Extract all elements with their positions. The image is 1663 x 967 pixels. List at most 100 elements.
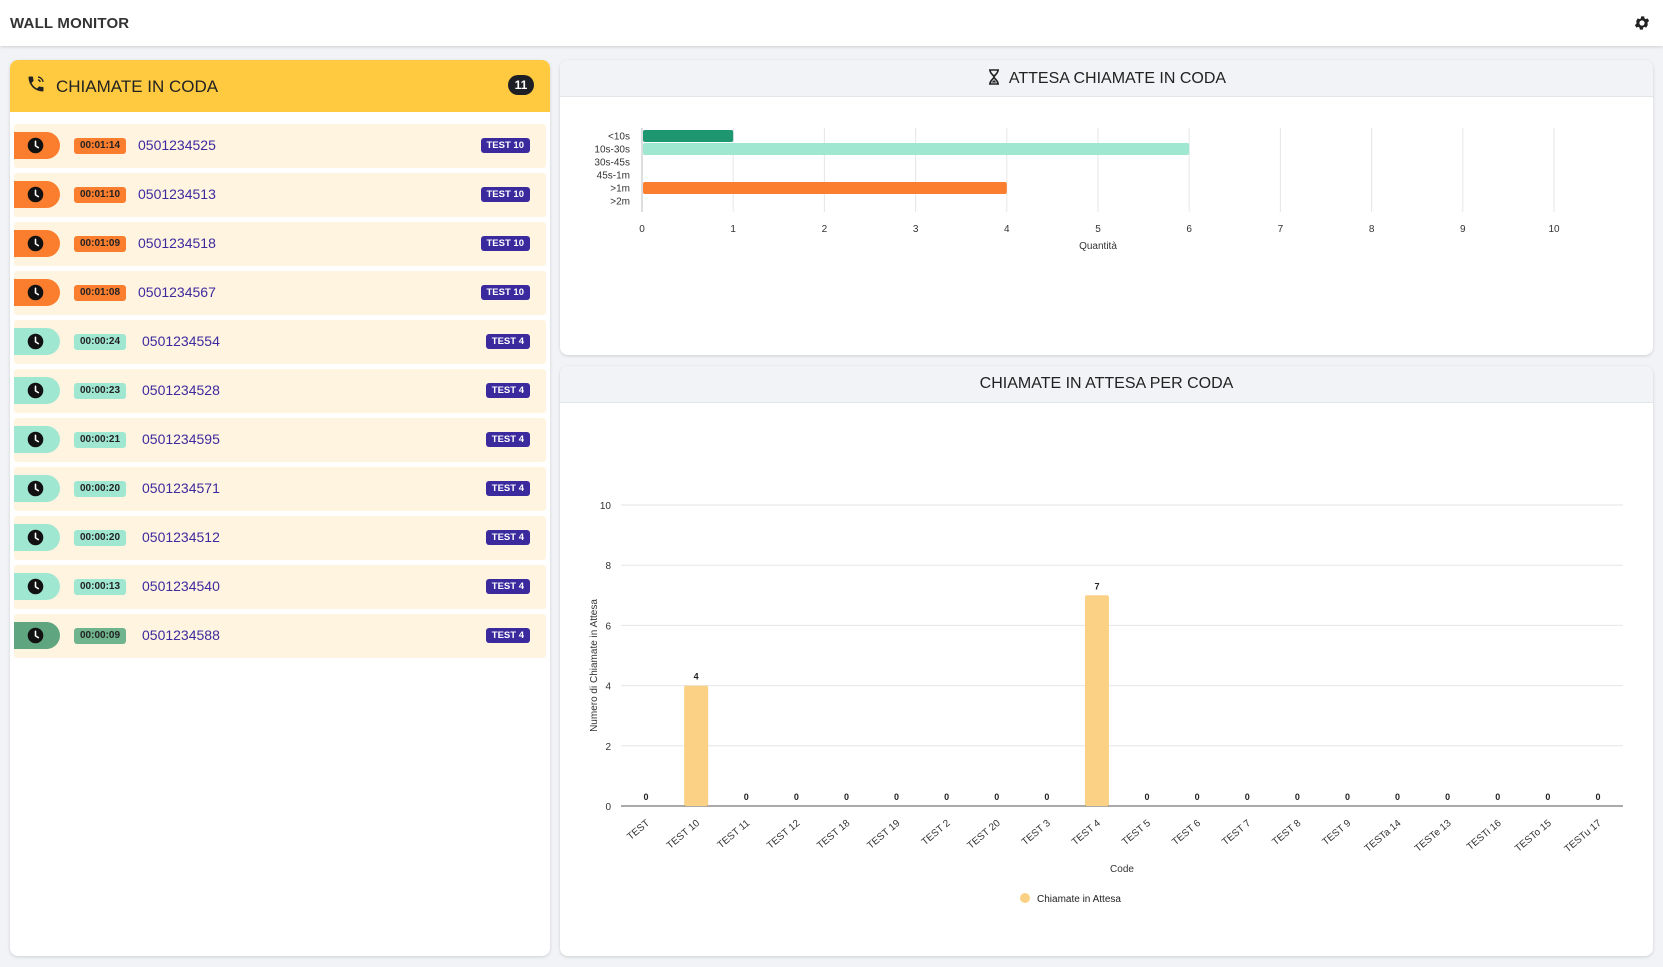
y-tick-label: 6 bbox=[605, 621, 611, 632]
bar-data-label: 0 bbox=[1044, 792, 1049, 802]
hourglass-icon bbox=[988, 69, 999, 85]
bar-data-label: 0 bbox=[1295, 792, 1300, 802]
legend-swatch bbox=[1020, 893, 1030, 903]
bar-data-label: 0 bbox=[744, 792, 749, 802]
x-category-label: TESTo 15 bbox=[1513, 818, 1554, 855]
wait-level-pill bbox=[14, 328, 60, 355]
legend-label[interactable]: Chiamate in Attesa bbox=[1037, 894, 1121, 905]
x-axis-label: Code bbox=[1110, 864, 1134, 875]
wait-level-pill bbox=[14, 132, 60, 159]
y-tick-label: 0 bbox=[605, 802, 611, 813]
x-category-label: TEST 5 bbox=[1120, 818, 1153, 848]
call-row[interactable]: 00:00:21 0501234595 TEST 4 bbox=[14, 418, 546, 462]
clock-icon bbox=[27, 627, 44, 644]
queue-title: CHIAMATE IN CODA bbox=[56, 77, 219, 96]
bar-data-label: 0 bbox=[1345, 792, 1350, 802]
caller-number: 0501234567 bbox=[138, 284, 216, 300]
x-category-label: TEST 7 bbox=[1220, 818, 1253, 848]
calls-per-queue-chart: 0 2 4 6 8 10 Numero di Chiamate in Attesa 0 TEST… bbox=[589, 501, 1623, 905]
bar-data-label: 0 bbox=[1145, 792, 1150, 802]
call-duration: 00:00:21 bbox=[74, 432, 127, 448]
clock-icon bbox=[27, 529, 44, 546]
wait-bar bbox=[643, 182, 1007, 194]
x-tick-label: 5 bbox=[1095, 224, 1101, 235]
queue-header: CHIAMATE IN CODA 11 bbox=[10, 60, 550, 112]
queue-badge: TEST 4 bbox=[485, 530, 530, 545]
gear-icon[interactable] bbox=[1633, 14, 1651, 32]
x-category-label: TESTa 14 bbox=[1363, 818, 1404, 855]
bar-data-label: 0 bbox=[894, 792, 899, 802]
call-row[interactable]: 00:01:10 0501234513 TEST 10 bbox=[14, 173, 546, 217]
x-tick-label: 6 bbox=[1186, 224, 1192, 235]
bar-data-label: 0 bbox=[794, 792, 799, 802]
call-row[interactable]: 00:00:09 0501234588 TEST 4 bbox=[14, 614, 546, 658]
y-category-label: 30s-45s bbox=[594, 158, 630, 169]
caller-number: 0501234540 bbox=[142, 578, 220, 594]
queue-badge: TEST 4 bbox=[485, 432, 530, 447]
bar-data-label: 0 bbox=[994, 792, 999, 802]
y-axis-label: Numero di Chiamate in Attesa bbox=[589, 599, 600, 732]
calls-per-queue-card-header: CHIAMATE IN ATTESA PER CODA bbox=[560, 366, 1653, 403]
call-row[interactable]: 00:00:20 0501234512 TEST 4 bbox=[14, 516, 546, 560]
wait-level-pill bbox=[14, 181, 60, 208]
wait-level-pill bbox=[14, 426, 60, 453]
queue-badge: TEST 10 bbox=[480, 285, 530, 300]
call-row[interactable]: 00:00:23 0501234528 TEST 4 bbox=[14, 369, 546, 413]
bar-data-label: 0 bbox=[1545, 792, 1550, 802]
x-tick-label: 7 bbox=[1278, 224, 1284, 235]
call-duration: 00:01:10 bbox=[74, 187, 127, 203]
call-duration: 00:01:08 bbox=[74, 285, 127, 301]
y-category-label: 10s-30s bbox=[594, 145, 630, 156]
queue-badge: TEST 10 bbox=[480, 236, 530, 251]
caller-number: 0501234595 bbox=[142, 431, 220, 447]
x-category-label: TEST 18 bbox=[815, 818, 852, 852]
queue-badge: TEST 4 bbox=[485, 383, 530, 398]
x-axis-label: Quantità bbox=[1079, 241, 1117, 252]
x-category-label: TEST 20 bbox=[966, 818, 1003, 852]
x-category-label: TESTe 13 bbox=[1413, 818, 1454, 855]
wait-level-pill bbox=[14, 377, 60, 404]
call-row[interactable]: 00:01:09 0501234518 TEST 10 bbox=[14, 222, 546, 266]
x-category-label: TEST 6 bbox=[1170, 818, 1203, 848]
queue-panel: CHIAMATE IN CODA 11 00:01:14 0501234525 TE… bbox=[10, 60, 550, 956]
call-row[interactable]: 00:01:14 0501234525 TEST 10 bbox=[14, 124, 546, 168]
wait-level-pill bbox=[14, 573, 60, 600]
bar-data-label: 0 bbox=[1445, 792, 1450, 802]
queue-badge: TEST 4 bbox=[485, 334, 530, 349]
y-tick-label: 8 bbox=[605, 561, 611, 572]
caller-number: 0501234554 bbox=[142, 333, 220, 349]
queue-badge: TEST 10 bbox=[480, 187, 530, 202]
x-tick-label: 8 bbox=[1369, 224, 1375, 235]
call-duration: 00:00:20 bbox=[74, 530, 127, 546]
call-row[interactable]: 00:00:20 0501234571 TEST 4 bbox=[14, 467, 546, 511]
call-row[interactable]: 00:01:08 0501234567 TEST 10 bbox=[14, 271, 546, 315]
queue-count-badge: 11 bbox=[508, 75, 534, 95]
wait-level-pill bbox=[14, 230, 60, 257]
wait-bar bbox=[643, 130, 734, 142]
x-tick-label: 3 bbox=[913, 224, 919, 235]
x-tick-label: 10 bbox=[1548, 224, 1560, 235]
x-tick-label: 0 bbox=[639, 224, 645, 235]
x-category-label: TEST 2 bbox=[920, 818, 953, 848]
wait-level-pill bbox=[14, 279, 60, 306]
x-tick-label: 4 bbox=[1004, 224, 1010, 235]
y-category-label: 45s-1m bbox=[597, 171, 630, 182]
x-category-label: TEST 11 bbox=[716, 818, 753, 851]
caller-number: 0501234571 bbox=[142, 480, 220, 496]
x-category-label: TEST 12 bbox=[765, 818, 802, 852]
caller-number: 0501234512 bbox=[142, 529, 220, 545]
call-row[interactable]: 00:00:24 0501234554 TEST 4 bbox=[14, 320, 546, 364]
call-row[interactable]: 00:00:13 0501234540 TEST 4 bbox=[14, 565, 546, 609]
bar-data-label: 7 bbox=[1094, 581, 1099, 591]
bar-data-label: 0 bbox=[1495, 792, 1500, 802]
x-tick-label: 2 bbox=[822, 224, 828, 235]
queue-bar bbox=[684, 685, 709, 806]
x-category-label: TEST 8 bbox=[1270, 818, 1303, 848]
call-duration: 00:00:24 bbox=[74, 334, 127, 350]
wait-bar bbox=[643, 143, 1190, 155]
call-duration: 00:00:20 bbox=[74, 481, 127, 497]
clock-icon bbox=[27, 382, 44, 399]
y-tick-label: 2 bbox=[605, 742, 611, 753]
bar-data-label: 4 bbox=[694, 672, 699, 682]
x-tick-label: 1 bbox=[730, 224, 736, 235]
